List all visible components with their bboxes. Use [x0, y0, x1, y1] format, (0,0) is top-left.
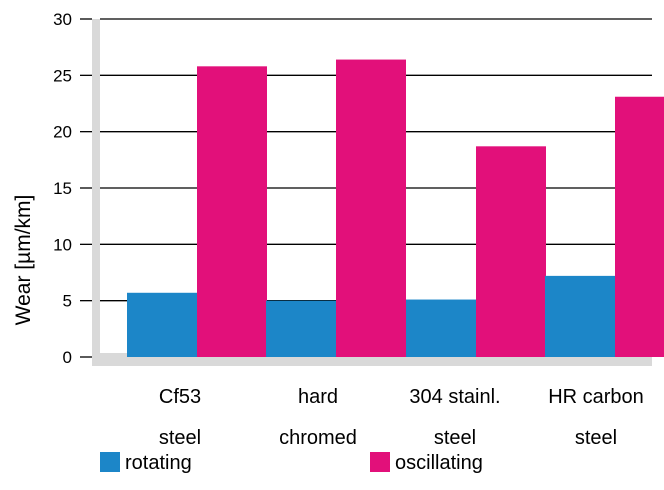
legend-label-rotating: rotating — [125, 452, 192, 474]
bars — [127, 59, 664, 358]
bar-oscillating-0 — [197, 66, 267, 357]
legend-label-oscillating: oscillating — [395, 452, 483, 474]
x-category-label: Cf53 — [159, 386, 201, 408]
x-category-label: 304 stainl. — [409, 386, 500, 408]
y-tick-label: 15 — [53, 179, 72, 198]
bar-oscillating-1 — [336, 59, 406, 358]
y-tick-label: 25 — [53, 66, 72, 85]
legend: rotating oscillating — [100, 452, 483, 474]
x-category-label: HR carbon — [548, 386, 644, 408]
x-category-label: steel — [575, 427, 617, 449]
legend-swatch-rotating — [100, 452, 120, 472]
x-category-label: chromed — [279, 427, 357, 449]
bar-rotating-1 — [266, 300, 336, 357]
x-category-labels: Cf53 steel hard chromed 304 stainl. steel HR c… — [159, 386, 644, 449]
y-tick-label: 30 — [53, 10, 72, 29]
y-tick-label: 5 — [63, 292, 72, 311]
y-tick-label: 0 — [63, 348, 72, 367]
plot-frame-left — [92, 19, 100, 366]
bar-rotating-0 — [127, 292, 197, 357]
y-tick-marks — [80, 18, 92, 358]
legend-swatch-oscillating — [370, 452, 390, 472]
y-tick-labels: 0 5 10 15 20 25 30 — [53, 10, 72, 367]
x-category-label: steel — [159, 427, 201, 449]
bar-oscillating-3 — [615, 96, 664, 358]
bar-rotating-3 — [545, 275, 615, 357]
y-tick-label: 20 — [53, 123, 72, 142]
y-tick-label: 10 — [53, 235, 72, 254]
x-category-label: hard — [298, 386, 338, 408]
y-axis-label: Wear [µm/km] — [12, 195, 35, 326]
bar-oscillating-2 — [476, 146, 546, 357]
bar-rotating-2 — [406, 299, 476, 357]
x-category-label: steel — [434, 427, 476, 449]
